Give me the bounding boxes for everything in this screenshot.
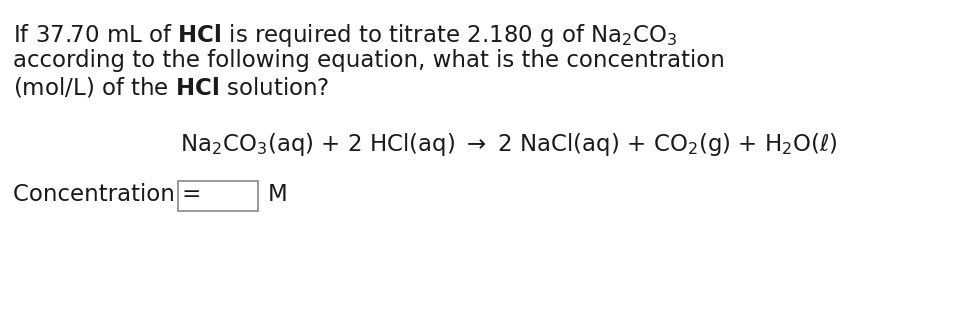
Text: M: M (268, 183, 287, 206)
Text: according to the following equation, what is the concentration: according to the following equation, wha… (13, 49, 724, 72)
Text: Na$_2$CO$_3$(aq) + 2 HCl(aq) $\rightarrow$ 2 NaCl(aq) + CO$_2$(g) + H$_2$O($\ell: Na$_2$CO$_3$(aq) + 2 HCl(aq) $\rightarro… (180, 131, 836, 158)
Text: Concentration =: Concentration = (13, 183, 208, 206)
Text: If 37.70 mL of $\bf{HCl}$ is required to titrate 2.180 g of Na$_2$CO$_3$: If 37.70 mL of $\bf{HCl}$ is required to… (13, 22, 677, 49)
Text: (mol/L) of the $\bf{HCl}$ solution?: (mol/L) of the $\bf{HCl}$ solution? (13, 76, 329, 100)
